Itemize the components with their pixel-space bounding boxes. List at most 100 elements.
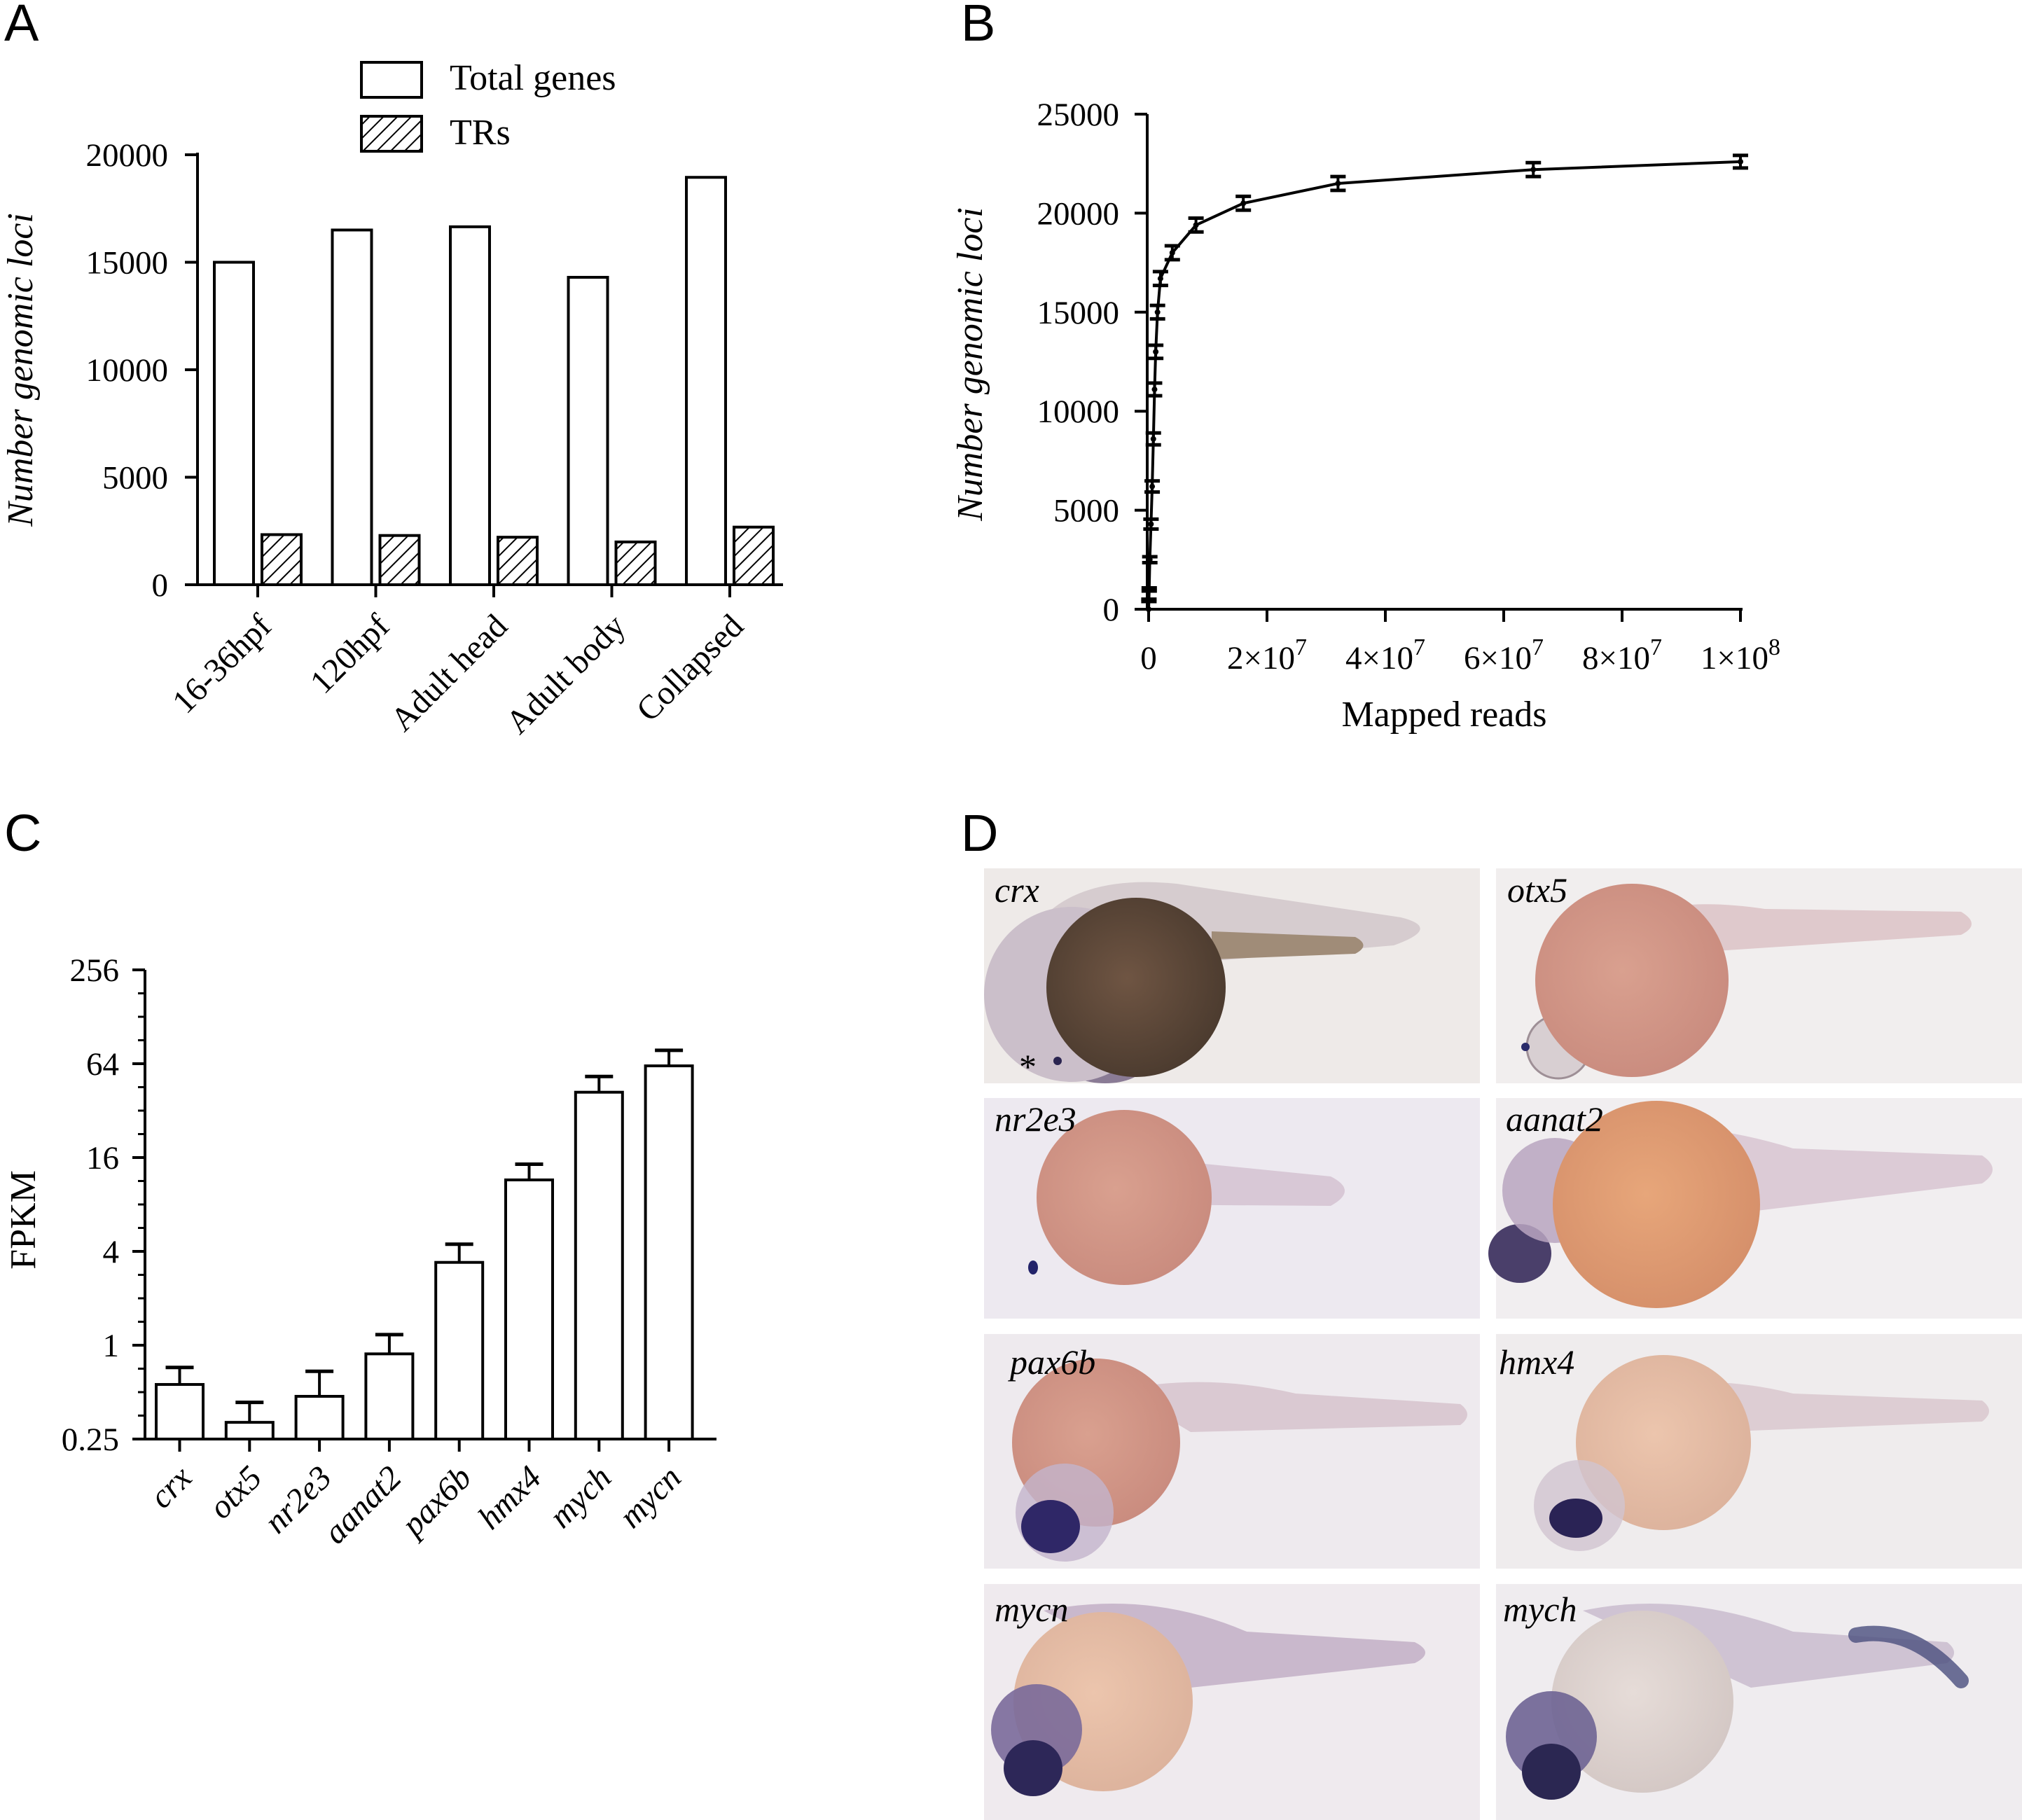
b-y-tick-label: 20000 [1037, 195, 1120, 232]
c-y-tick-label: 1 [103, 1328, 120, 1364]
b-data-point [1525, 160, 1542, 179]
c-bar [644, 1064, 694, 1440]
panel-letter-b: B [961, 0, 995, 52]
b-x-tick-base: 0 [1140, 640, 1157, 676]
c-bar [504, 1178, 554, 1441]
b-x-tick-base: 6×10 [1464, 640, 1532, 676]
b-y-tick-label: 0 [1103, 592, 1120, 628]
a-bar-total-genes [213, 261, 255, 586]
b-x-tick-exponent: 7 [1532, 634, 1544, 660]
b-data-point [1152, 270, 1168, 288]
b-data-point [1733, 153, 1748, 170]
a-bar-trs [497, 536, 539, 587]
b-data-point [1188, 216, 1204, 234]
a-x-tick-label: 120hpf [303, 607, 397, 701]
b-y-axis-label: Number genomic loci [950, 207, 990, 522]
photo-label-aanat2: aanat2 [1506, 1099, 1603, 1139]
c-bar [155, 1383, 205, 1440]
b-data-point [1145, 431, 1161, 447]
photo-asterisk: * [1019, 1047, 1037, 1086]
b-y-tick-label: 25000 [1037, 97, 1120, 133]
b-data-point [1148, 343, 1164, 361]
c-bar [294, 1394, 345, 1441]
b-x-tick-label: 1×108 [1701, 634, 1780, 676]
c-x-tick-label: aanat2 [317, 1459, 409, 1551]
a-legend-swatch-total [360, 61, 423, 99]
a-y-axis-label: Number genomic loci [1, 213, 41, 527]
b-data-point [1146, 606, 1151, 612]
c-x-tick-label: hmx4 [471, 1459, 548, 1536]
a-y-tick-label: 15000 [86, 245, 169, 282]
c-x-tick-label: crx [142, 1459, 199, 1515]
a-y-tick-label: 5000 [102, 460, 168, 496]
a-x-tick-label: Adult body [499, 607, 632, 741]
b-x-tick-label: 8×107 [1582, 634, 1662, 676]
a-legend-label-trs: TRs [450, 113, 511, 153]
b-data-point [1144, 479, 1161, 494]
b-x-tick-label: 2×107 [1227, 634, 1307, 676]
b-y-tick-label: 5000 [1053, 493, 1119, 529]
a-x-tick-label: Collapsed [630, 607, 751, 728]
photo-mych: mych [1496, 1584, 2022, 1820]
c-bar-group [224, 1401, 275, 1440]
b-data-point [1164, 244, 1180, 262]
panel-letter-d: D [961, 804, 998, 862]
b-x-tick-exponent: 7 [1413, 634, 1425, 660]
photo-label-nr2e3: nr2e3 [995, 1099, 1076, 1139]
c-bar [434, 1260, 485, 1441]
a-bar-total-genes [331, 228, 373, 586]
photo-aanat2: aanat2 [1488, 1098, 2022, 1319]
photo-pax6b: pax6b [984, 1334, 1480, 1569]
photo-label-crx: crx [995, 870, 1039, 910]
c-y-tick-label: 256 [70, 952, 120, 989]
photo-hmx4: hmx4 [1496, 1334, 2022, 1569]
a-bar-trs [614, 540, 657, 586]
c-bar-group [644, 1048, 694, 1440]
b-x-tick-label: 0 [1140, 640, 1157, 676]
photo-crx: crx * [984, 868, 1480, 1086]
b-x-tick-exponent: 7 [1650, 634, 1662, 660]
c-bar-group [294, 1369, 345, 1441]
a-bar-trs [733, 525, 775, 586]
b-data-point [1143, 517, 1159, 531]
c-bar-group [574, 1074, 624, 1440]
panel-letter-a: A [4, 0, 39, 52]
b-x-tick-base: 1×10 [1701, 640, 1768, 676]
b-data-point [1235, 194, 1252, 212]
photo-grid: crx * otx5 nr2e3 aanat2 [984, 868, 2022, 1820]
b-y-tick-label: 15000 [1037, 295, 1120, 331]
b-data-point [1141, 585, 1157, 593]
c-y-axis-label: FPKM [4, 1170, 43, 1270]
c-y-tick-label: 64 [86, 1046, 119, 1083]
photo-label-pax6b: pax6b [1008, 1342, 1095, 1382]
a-bar-trs [378, 534, 421, 587]
photo-mycn: mycn [984, 1584, 1480, 1820]
a-bar-trs [261, 533, 303, 586]
panel-letter-c: C [4, 804, 41, 862]
c-bar [364, 1352, 415, 1440]
b-x-tick-label: 4×107 [1345, 634, 1425, 676]
c-x-tick-label: mycn [612, 1459, 688, 1535]
b-data-point [1147, 381, 1163, 398]
photo-label-hmx4: hmx4 [1499, 1342, 1574, 1382]
a-legend-label-total: Total genes [450, 58, 616, 98]
c-y-tick-label: 16 [86, 1140, 119, 1176]
a-y-tick-label: 20000 [86, 137, 169, 174]
c-bar-group [504, 1162, 554, 1441]
b-data-point [1330, 174, 1346, 193]
c-x-tick-label: mych [542, 1459, 618, 1535]
b-x-tick-exponent: 8 [1768, 634, 1780, 660]
photo-label-mych: mych [1503, 1590, 1577, 1629]
c-bar-group [364, 1333, 415, 1440]
b-x-tick-base: 2×10 [1227, 640, 1295, 676]
a-legend: Total genes TRs [360, 58, 616, 153]
photo-label-otx5: otx5 [1507, 870, 1567, 910]
b-data-point [1142, 555, 1158, 565]
a-bar-total-genes [449, 225, 491, 586]
a-bar-total-genes [567, 275, 609, 586]
photo-nr2e3: nr2e3 [984, 1098, 1480, 1319]
